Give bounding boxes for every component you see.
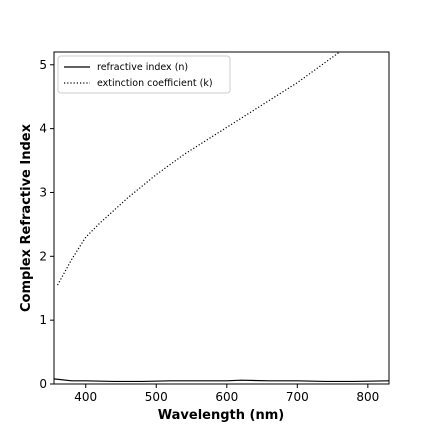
plot-frame xyxy=(53,51,390,385)
legend-label-n: refractive index (n) xyxy=(97,62,188,73)
y-tick-label: 0 xyxy=(39,377,47,391)
x-axis-label: Wavelength (nm) xyxy=(158,408,284,423)
y-tick-label: 5 xyxy=(39,58,47,72)
y-tick-label: 2 xyxy=(39,249,47,263)
legend-label-k: extinction coefficient (k) xyxy=(97,78,213,89)
series-layer xyxy=(53,51,390,383)
y-tick-label: 3 xyxy=(39,185,47,199)
axis-ticks: 400 500 600 700 800 0 1 2 3 4 5 xyxy=(39,58,379,404)
y-axis-label: Complex Refractive Index xyxy=(19,123,34,312)
legend: refractive index (n) extinction coeffici… xyxy=(57,55,231,94)
legend-box xyxy=(57,55,231,94)
x-tick-label: 800 xyxy=(356,390,379,404)
x-tick-label: 500 xyxy=(145,390,168,404)
x-tick-label: 400 xyxy=(74,390,97,404)
y-tick-label: 1 xyxy=(39,313,47,327)
y-tick-label: 4 xyxy=(39,122,47,136)
series-refractive-index-line xyxy=(53,378,390,383)
x-tick-label: 600 xyxy=(215,390,238,404)
x-tick-label: 700 xyxy=(286,390,309,404)
